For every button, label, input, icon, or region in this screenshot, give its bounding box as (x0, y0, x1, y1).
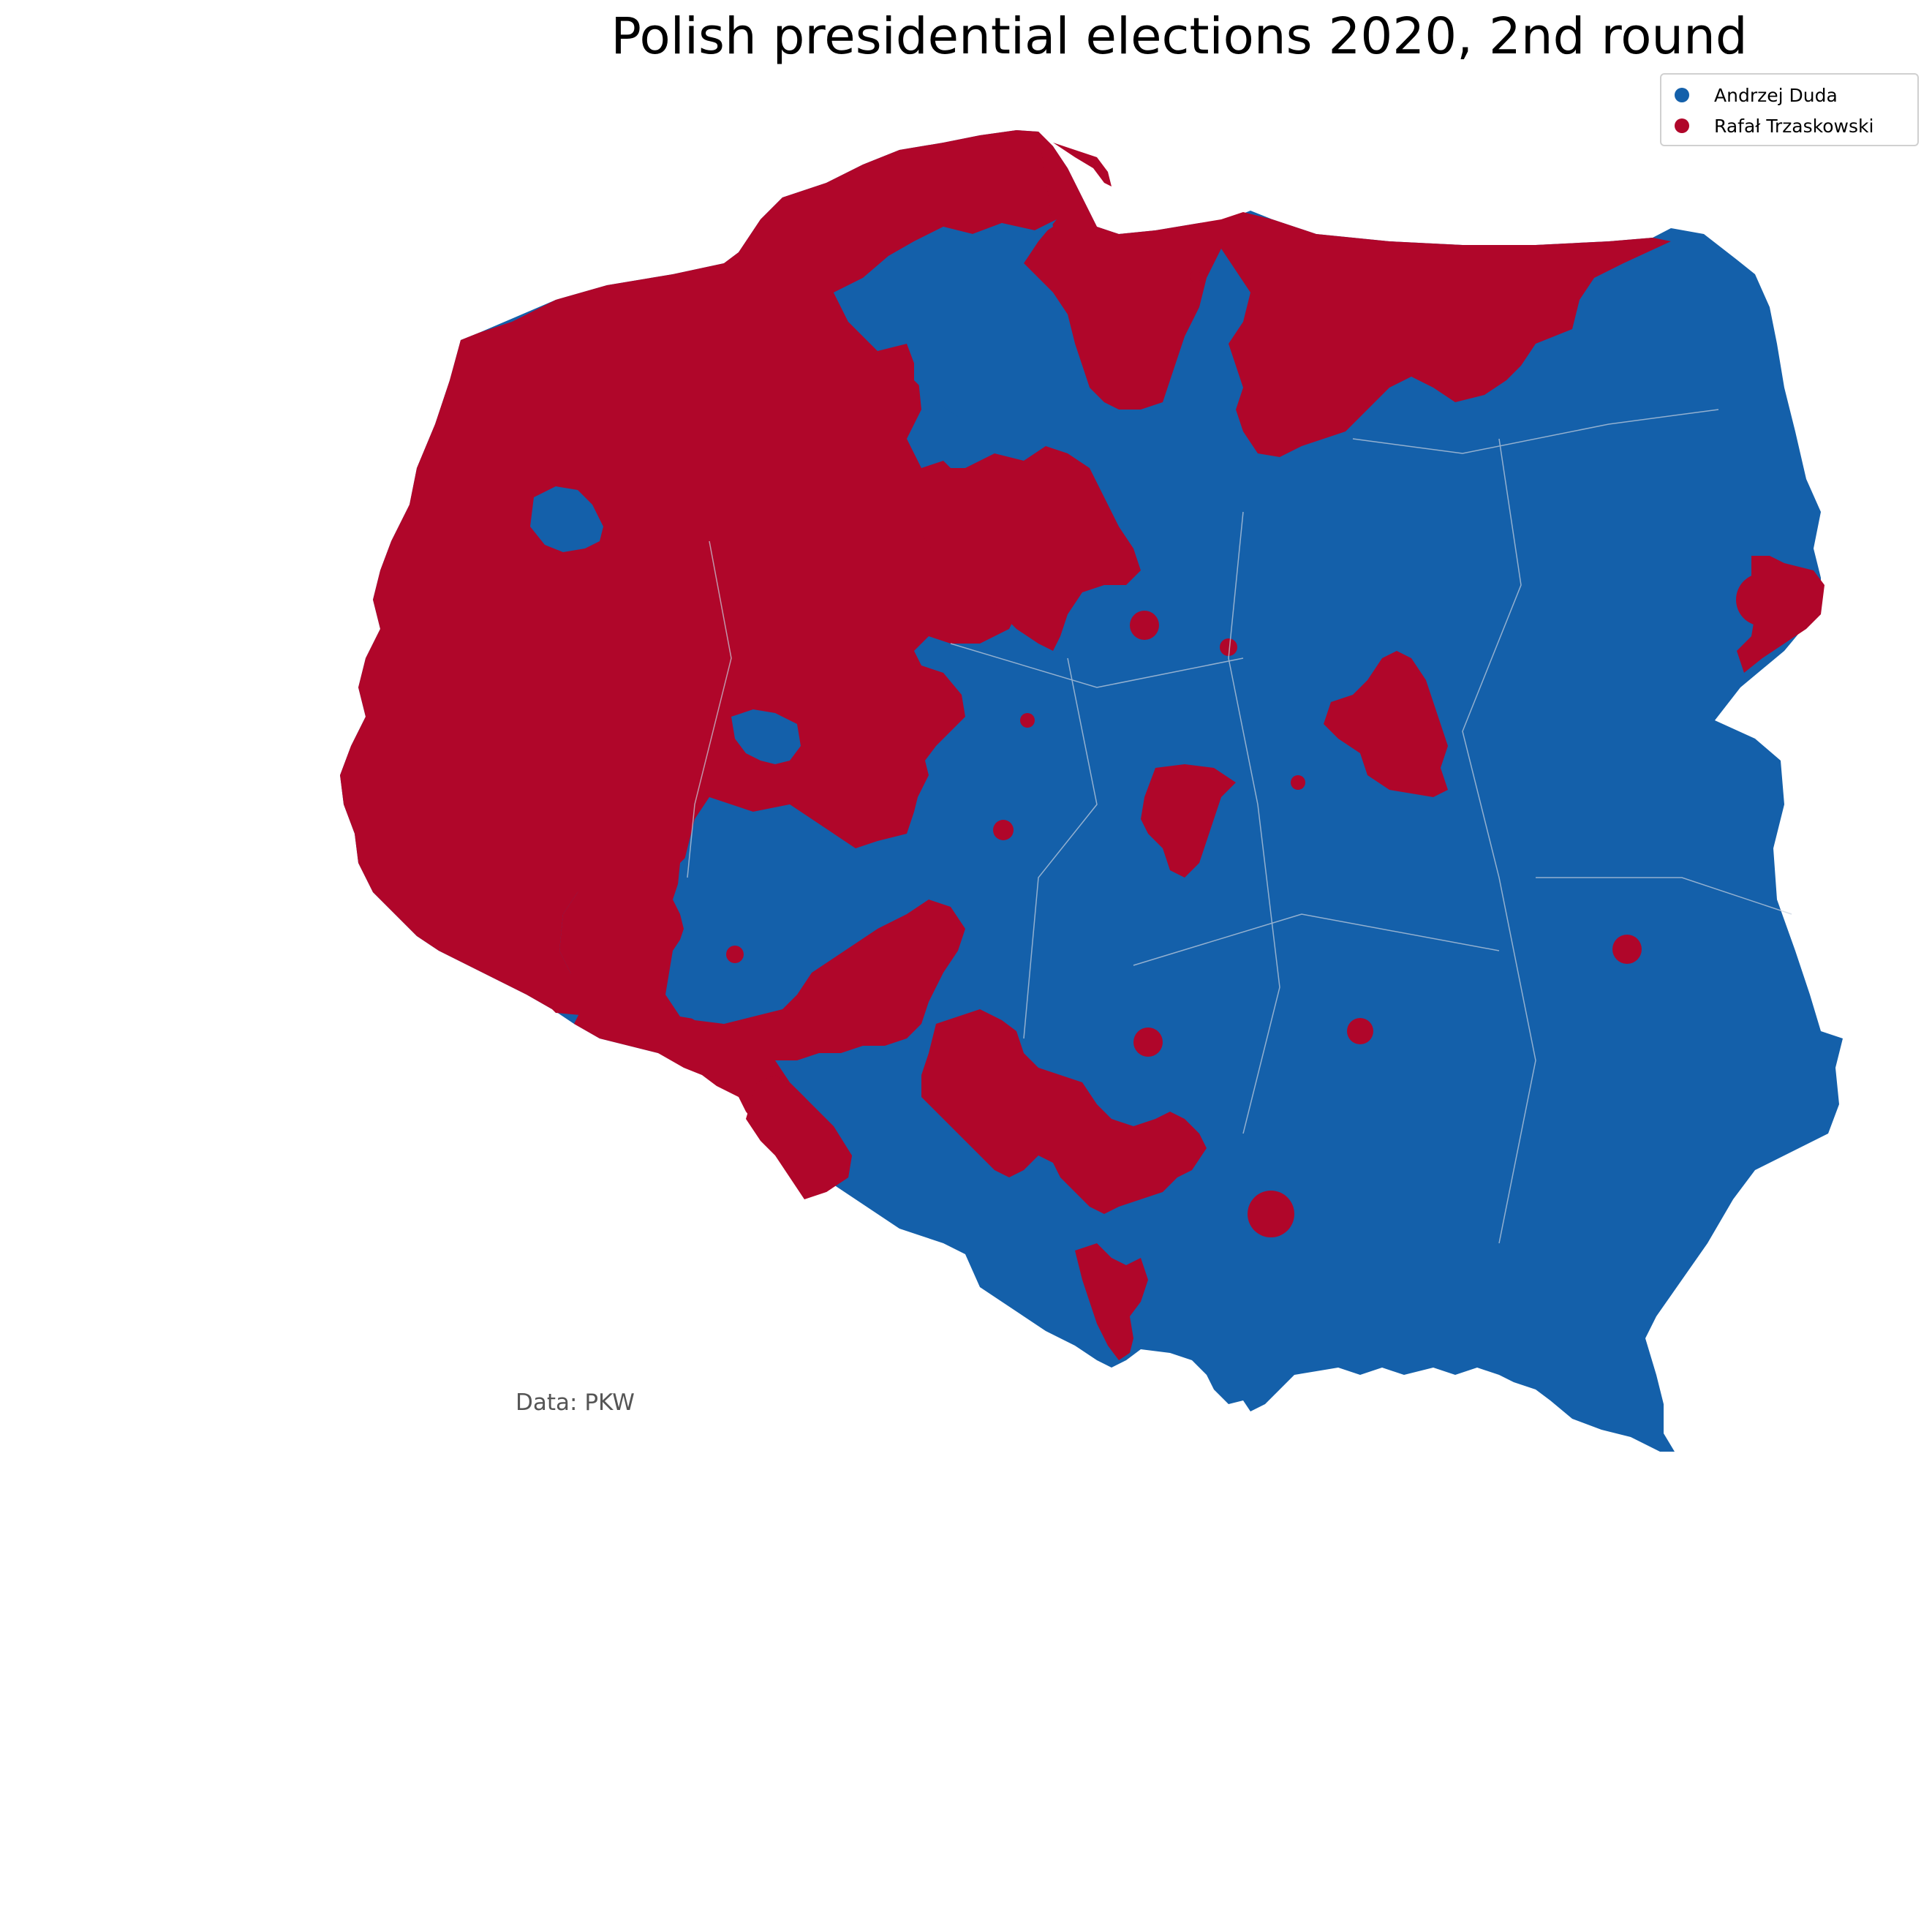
trzaskowski-region-lower-silesia (559, 870, 965, 1192)
trzaskowski-region-lodz (1141, 764, 1236, 878)
trzaskowski-spot-olsztyn-city (1171, 263, 1198, 290)
trzaskowski-region-warsaw (1324, 651, 1448, 797)
trzaskowski-region-hel (1053, 143, 1112, 186)
trzaskowski-spot-torun (1130, 611, 1159, 640)
trzaskowski-region-bielsko (1075, 1243, 1148, 1360)
legend-marker-duda-icon (1675, 88, 1689, 102)
trzaskowski-spot-kalisz (993, 820, 1014, 840)
trzaskowski-spot-warsaw-east (1291, 775, 1305, 790)
trzaskowski-spot-konin (1020, 713, 1035, 728)
legend-item-trzaskowski: Rafał Trzaskowski (1675, 113, 1873, 139)
trzaskowski-region-bydgoszcz (907, 446, 1141, 651)
legend-label-trzaskowski: Rafał Trzaskowski (1714, 115, 1874, 137)
trzaskowski-region-warmia (1221, 212, 1671, 457)
map-title: Polish presidential elections 2020, 2nd … (611, 7, 1748, 66)
trzaskowski-region-podlasie-east (1737, 556, 1825, 673)
trzaskowski-region-silesia (921, 1009, 1207, 1214)
duda-region-leszno (731, 709, 801, 764)
duda-region-kashubia (834, 219, 1097, 417)
trzaskowski-spot-plock (1220, 638, 1237, 656)
trzaskowski-region-jelenia (746, 1075, 852, 1199)
trzaskowski-region-west (340, 130, 1064, 1017)
trzaskowski-spot-gdynia (1190, 271, 1201, 282)
trzaskowski-spot-gorzow-south (726, 946, 744, 963)
legend-item-duda: Andrzej Duda (1675, 82, 1838, 108)
legend: Andrzej Duda Rafał Trzaskowski (1660, 73, 1919, 146)
district-borders (687, 409, 1792, 1244)
duda-region-opole (669, 804, 929, 1024)
legend-marker-trzaskowski-icon (1675, 118, 1689, 133)
trzaskowski-spot-czestochowa (1133, 1027, 1163, 1057)
duda-region-pila (530, 486, 603, 552)
legend-label-duda: Andrzej Duda (1714, 84, 1838, 106)
trzaskowski-spot-krakow (1248, 1191, 1294, 1237)
trzaskowski-spot-kielce (1347, 1018, 1373, 1044)
trzaskowski-spot-lublin (1612, 935, 1642, 964)
trzaskowski-region-gdansk (1024, 132, 1221, 410)
data-source-note: Data: PKW (516, 1389, 635, 1416)
